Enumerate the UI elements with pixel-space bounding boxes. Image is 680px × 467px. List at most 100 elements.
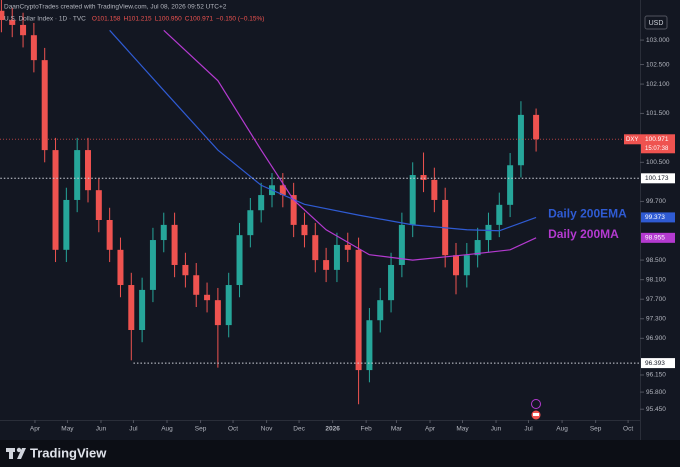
candle-body [160,224,167,241]
currency: USD [649,20,664,27]
candle-body [225,285,232,326]
y-tick-label: 96.150 [646,372,666,379]
x-tick-label: Aug [556,426,568,433]
series-name: Daily 200MA [548,227,619,241]
x-tick-label: Jun [96,426,107,433]
candle-body [106,220,113,250]
candle-body [452,255,459,276]
candle-body [95,190,102,220]
last-price-tag-box [624,134,641,145]
candle-body [333,244,340,270]
candle-body [9,20,16,25]
y-tick-label: 102.100 [646,81,670,88]
candle-body [323,260,330,270]
candle-body [290,195,297,225]
brand: TradingView [30,445,107,460]
price-label-box [641,212,675,223]
candle-body [496,204,503,225]
last-price-tag: DXY [626,137,638,143]
brand-logo [6,447,26,459]
plot-area [0,0,640,405]
candle-body [398,224,405,265]
candle-body [301,224,308,236]
y-tick-label: 101.500 [646,110,670,117]
currency-box [644,15,668,30]
y-tick-label: 97.700 [646,296,666,303]
axes: 103.000 102.500 102.100 101.500 100.500 99.70… [30,37,675,433]
last-price-label: 100.971 [645,136,669,143]
ma-line [163,29,537,261]
price-label: 98.955 [645,235,665,242]
x-tick-label: May [61,426,74,433]
y-tick-label: 99.700 [646,198,666,205]
event-icons [531,399,541,420]
x-tick-label: Mar [391,426,403,433]
candle-body [517,114,524,166]
y-tick-label: 103.000 [646,37,670,44]
candle-body [236,235,243,286]
candle-body [214,300,221,326]
candle-body [63,199,70,250]
y-tick-label: 98.500 [646,257,666,264]
x-tick-label: Sep [590,426,602,433]
candle-body [117,249,124,286]
level-label-box [641,358,675,369]
candle-body [149,240,156,290]
candle-body [355,249,362,371]
y-tick-label: 95.800 [646,389,666,396]
candle-body [193,275,200,295]
candle-body [474,240,481,256]
candle-body [0,10,5,21]
y-tick-label: 102.500 [646,61,670,68]
level-label: 96.393 [645,360,665,367]
x-tick-label: Apr [30,426,41,433]
x-tick-label: May [456,426,469,433]
x-tick-label: 2026 [325,426,340,433]
candle-body [485,224,492,241]
candle-body [409,175,416,225]
ma-line [109,29,537,232]
candle-body [533,114,540,140]
candle-body [420,175,427,180]
candle-body [52,150,59,250]
y-tick-label: 97.300 [646,315,666,322]
footer-bar [0,440,680,467]
x-tick-label: Feb [361,426,373,433]
symbol-header: U.S. Dollar Index · 1D · TVC O101.158 H101… [4,16,264,23]
last-price-box [641,134,675,154]
candle-body [431,179,438,200]
symbol: U.S. Dollar Index · 1D · TVC [4,16,86,23]
y-tick-label: 98.100 [646,276,666,283]
y-tick-label: 100.500 [646,159,670,166]
candle-body [171,224,178,265]
x-tick-label: Sep [195,426,207,433]
price-label: 99.373 [645,214,665,221]
x-tick-label: Jun [491,426,502,433]
attribution: DaanCryptoTrades created with TradingVie… [4,4,227,11]
candle-body [377,300,384,321]
ohlc-value: L100.950 [155,16,182,23]
y-tick-label: 96.900 [646,335,666,342]
x-tick-label: Apr [425,426,436,433]
candle-body [366,320,373,371]
ohlc-value: H101.215 [123,16,152,23]
y-tick-label: 95.450 [646,406,666,413]
candle-body [463,255,470,276]
x-tick-label: Jul [129,426,138,433]
price-label-box [641,232,675,243]
level-label: 100.173 [645,175,669,182]
candle-body [20,24,27,36]
x-tick-label: Oct [228,426,238,433]
candle-body [258,195,265,211]
candle-body [84,150,91,191]
candle-body [507,165,514,205]
candle-body [204,294,211,301]
ohlc-value: C100.971 [185,16,214,23]
candle-body [247,210,254,236]
candle-body [41,60,48,151]
x-tick-label: Nov [261,426,273,433]
candle-body [344,244,351,250]
